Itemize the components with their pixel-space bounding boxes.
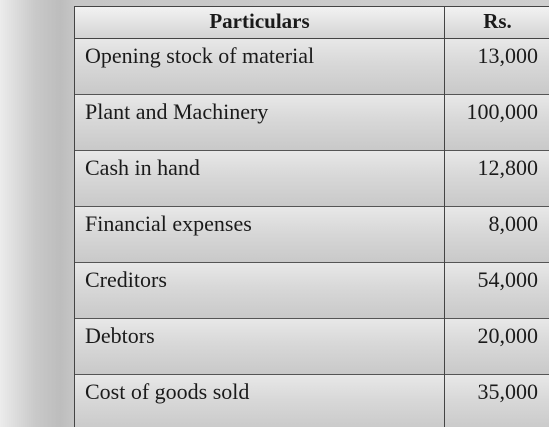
row-value: 20,000 (477, 323, 539, 348)
row-label: Plant and Machinery (85, 99, 269, 124)
header-particulars: Particulars (209, 9, 310, 33)
row-value: 12,800 (477, 155, 539, 180)
table-row: Debtors 20,000 (75, 319, 549, 375)
row-value: 8,000 (488, 211, 539, 236)
table-row: Cost of goods sold 35,000 (75, 375, 549, 427)
row-label: Opening stock of material (85, 43, 315, 68)
table-header-row: Particulars Rs. (75, 7, 549, 39)
row-label: Cash in hand (85, 155, 200, 180)
row-label: Cost of goods sold (85, 379, 250, 404)
row-value: 100,000 (466, 99, 539, 124)
column-divider (444, 7, 445, 427)
row-label: Creditors (85, 267, 167, 292)
row-value: 13,000 (477, 43, 539, 68)
row-label: Financial expenses (85, 211, 252, 236)
table-row: Plant and Machinery 100,000 (75, 95, 549, 151)
header-amount: Rs. (483, 9, 512, 33)
table-row: Creditors 54,000 (75, 263, 549, 319)
table-row: Cash in hand 12,800 (75, 151, 549, 207)
row-label: Debtors (85, 323, 155, 348)
table-row: Opening stock of material 13,000 (75, 39, 549, 95)
row-value: 54,000 (477, 267, 539, 292)
particulars-table: Particulars Rs. Opening stock of materia… (74, 6, 549, 427)
table-row: Financial expenses 8,000 (75, 207, 549, 263)
row-value: 35,000 (477, 379, 539, 404)
